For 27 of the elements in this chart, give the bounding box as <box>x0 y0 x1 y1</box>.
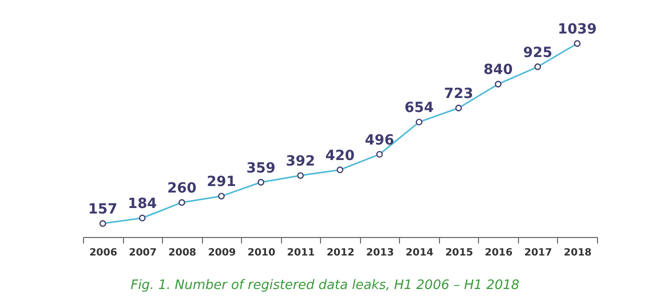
data-label: 184 <box>128 196 158 212</box>
data-label: 654 <box>404 100 434 116</box>
data-label: 291 <box>206 174 236 190</box>
x-tick-label: 2010 <box>248 248 276 258</box>
data-label: 157 <box>88 202 118 218</box>
data-label: 496 <box>364 132 394 148</box>
x-tick-label: 2013 <box>366 248 394 258</box>
data-label: 420 <box>325 148 355 164</box>
x-tick-label: 2008 <box>168 248 196 258</box>
data-label: 260 <box>167 180 197 196</box>
caption: Fig. 1. Number of registered data leaks, H1 2006 – H1 2018 <box>130 278 520 293</box>
x-tick-label: 2012 <box>326 248 354 258</box>
x-tick-label: 2007 <box>128 248 157 258</box>
data-label: 359 <box>246 160 276 176</box>
data-label: 392 <box>286 154 316 170</box>
x-tick-label: 2018 <box>564 248 592 258</box>
data-label: 723 <box>444 86 474 102</box>
data-label: 1039 <box>558 22 597 38</box>
data-label: 925 <box>523 44 552 61</box>
data-label: 840 <box>484 62 514 78</box>
x-tick-label: 2014 <box>406 248 434 258</box>
x-tick-label: 2016 <box>484 248 513 258</box>
x-tick-label: 2011 <box>287 248 315 258</box>
x-tick-label: 2015 <box>445 248 474 258</box>
x-tick-label: 2009 <box>208 248 236 258</box>
x-tick-label: 2006 <box>89 248 118 258</box>
x-tick-label: 2017 <box>524 248 552 258</box>
